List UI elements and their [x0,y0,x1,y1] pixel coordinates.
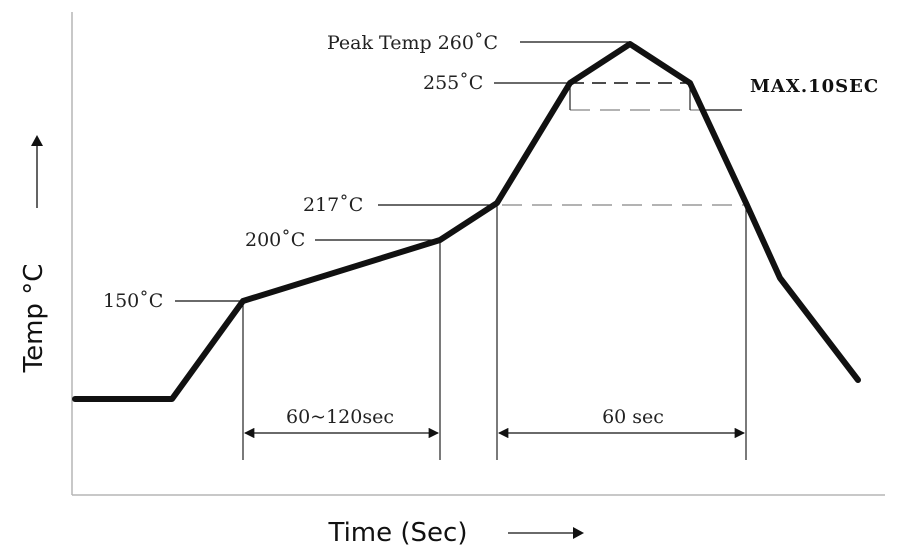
x-axis-title: Time (Sec) [328,518,468,548]
y-axis-title: Temp °C [19,264,49,374]
label-150c: 150˚C [103,290,163,312]
label-soak-duration: 60~120sec [286,406,394,428]
label-max-10sec: MAX.10SEC [750,76,879,97]
label-255c: 255˚C [423,72,483,94]
reflow-profile-curve [72,41,861,402]
label-217c: 217˚C [303,194,363,216]
y-axis-arrow-icon [31,135,43,208]
label-peak-temp: Peak Temp 260˚C [327,32,498,54]
label-200c: 200˚C [245,229,305,251]
label-above-liquidus-duration: 60 sec [602,406,664,428]
x-axis-arrow-icon [508,527,584,539]
